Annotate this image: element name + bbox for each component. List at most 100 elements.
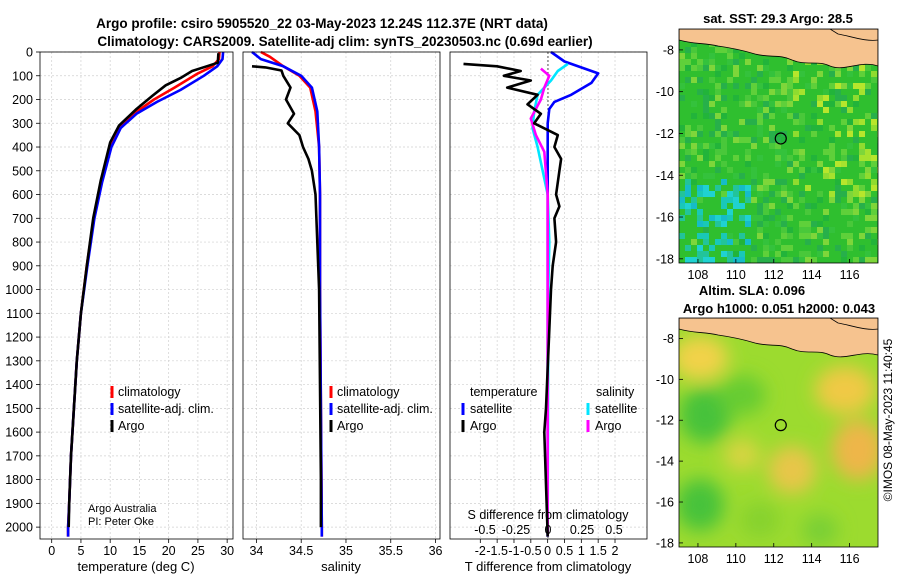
salinity-panel: 34 34.5 35 35.5 36 salinity climatology sate… [242, 50, 443, 574]
sst-cell [751, 77, 757, 83]
sst-cell [787, 83, 793, 89]
sst-cell [679, 59, 685, 65]
sst-cell [679, 197, 685, 203]
sst-cell [781, 89, 787, 95]
sst-cell [853, 155, 859, 161]
sst-cell [829, 125, 835, 131]
sst-cell [805, 257, 811, 263]
sst-cell [829, 143, 835, 149]
sst-cell [781, 155, 787, 161]
sst-cell [757, 257, 763, 263]
sst-cell [679, 173, 685, 179]
sst-cell [781, 179, 787, 185]
depth-tick-label: 1400 [5, 378, 33, 392]
sst-cell [727, 59, 733, 65]
sst-cell [769, 113, 775, 119]
sst-cell [763, 179, 769, 185]
sst-cell [835, 131, 841, 137]
salinity-legend: climatology satellite-adj. clim. Argo [329, 385, 433, 433]
sst-cell [679, 191, 685, 197]
java-landmass [679, 318, 878, 358]
sst-cell [679, 203, 685, 209]
sla-blob [802, 514, 838, 546]
sst-cell [787, 89, 793, 95]
sst-cell [841, 161, 847, 167]
sst-cell [733, 173, 739, 179]
sst-cell [817, 197, 823, 203]
sst-cell [847, 245, 853, 251]
sst-cell [715, 89, 721, 95]
sst-cell [715, 131, 721, 137]
sst-cell [871, 161, 877, 167]
sst-cell [709, 245, 715, 251]
sst-cell [757, 233, 763, 239]
depth-tick-label: 900 [12, 259, 33, 273]
sst-cell [745, 185, 751, 191]
depth-tick-label: 1500 [5, 402, 33, 416]
sst-cell [697, 89, 703, 95]
sst-cell [865, 215, 871, 221]
sst-cell [703, 101, 709, 107]
sst-cell [769, 77, 775, 83]
sst-cell [805, 83, 811, 89]
series-line-satellite-adj-clim- [66, 51, 225, 537]
sst-cell [817, 251, 823, 257]
sst-cell [811, 233, 817, 239]
sst-cell [757, 95, 763, 101]
sst-cell [709, 65, 715, 71]
sst-cell [841, 179, 847, 185]
sst-cell [871, 185, 877, 191]
sst-cell [685, 185, 691, 191]
sst-cell [763, 209, 769, 215]
sst-cell [829, 71, 835, 77]
sst-cell [763, 221, 769, 227]
sst-cell [787, 161, 793, 167]
sst-cell [733, 191, 739, 197]
sla-map-frame [678, 317, 879, 548]
depth-tick-label: 1900 [5, 497, 33, 511]
sla-blob [718, 375, 766, 415]
sst-cell [745, 239, 751, 245]
sst-cell [691, 53, 697, 59]
sst-cell [811, 203, 817, 209]
sst-cell [871, 197, 877, 203]
sst-cell [865, 113, 871, 119]
sst-cell [691, 257, 697, 263]
sst-cell [775, 71, 781, 77]
sst-cell [841, 155, 847, 161]
x-tick-label: -2 [475, 544, 486, 558]
sst-cell [691, 65, 697, 71]
sst-cell [817, 167, 823, 173]
sst-cell [757, 215, 763, 221]
sst-cell [775, 161, 781, 167]
sst-cell [799, 173, 805, 179]
sla-field [679, 318, 878, 547]
sst-cell [769, 203, 775, 209]
sst-cell [697, 185, 703, 191]
sst-cell [829, 149, 835, 155]
sst-cell [733, 197, 739, 203]
sst-cell [877, 155, 878, 161]
sst-cell [769, 191, 775, 197]
sst-cell [691, 179, 697, 185]
sst-cell [739, 239, 745, 245]
sst-cell [763, 95, 769, 101]
sst-cell [727, 251, 733, 257]
sst-cell [751, 185, 757, 191]
sst-cell [823, 227, 829, 233]
sst-cell [793, 119, 799, 125]
sst-cell [703, 239, 709, 245]
map-y-tick-label: -18 [656, 252, 674, 266]
sst-cell [829, 191, 835, 197]
sst-cell [871, 215, 877, 221]
sst-cell [769, 137, 775, 143]
sst-cell [817, 233, 823, 239]
sst-cell [793, 77, 799, 83]
sst-cell [775, 191, 781, 197]
sst-cell [859, 203, 865, 209]
sst-cell [775, 155, 781, 161]
sst-cell [685, 167, 691, 173]
series-line-climatology [66, 51, 221, 537]
sst-cell [703, 59, 709, 65]
